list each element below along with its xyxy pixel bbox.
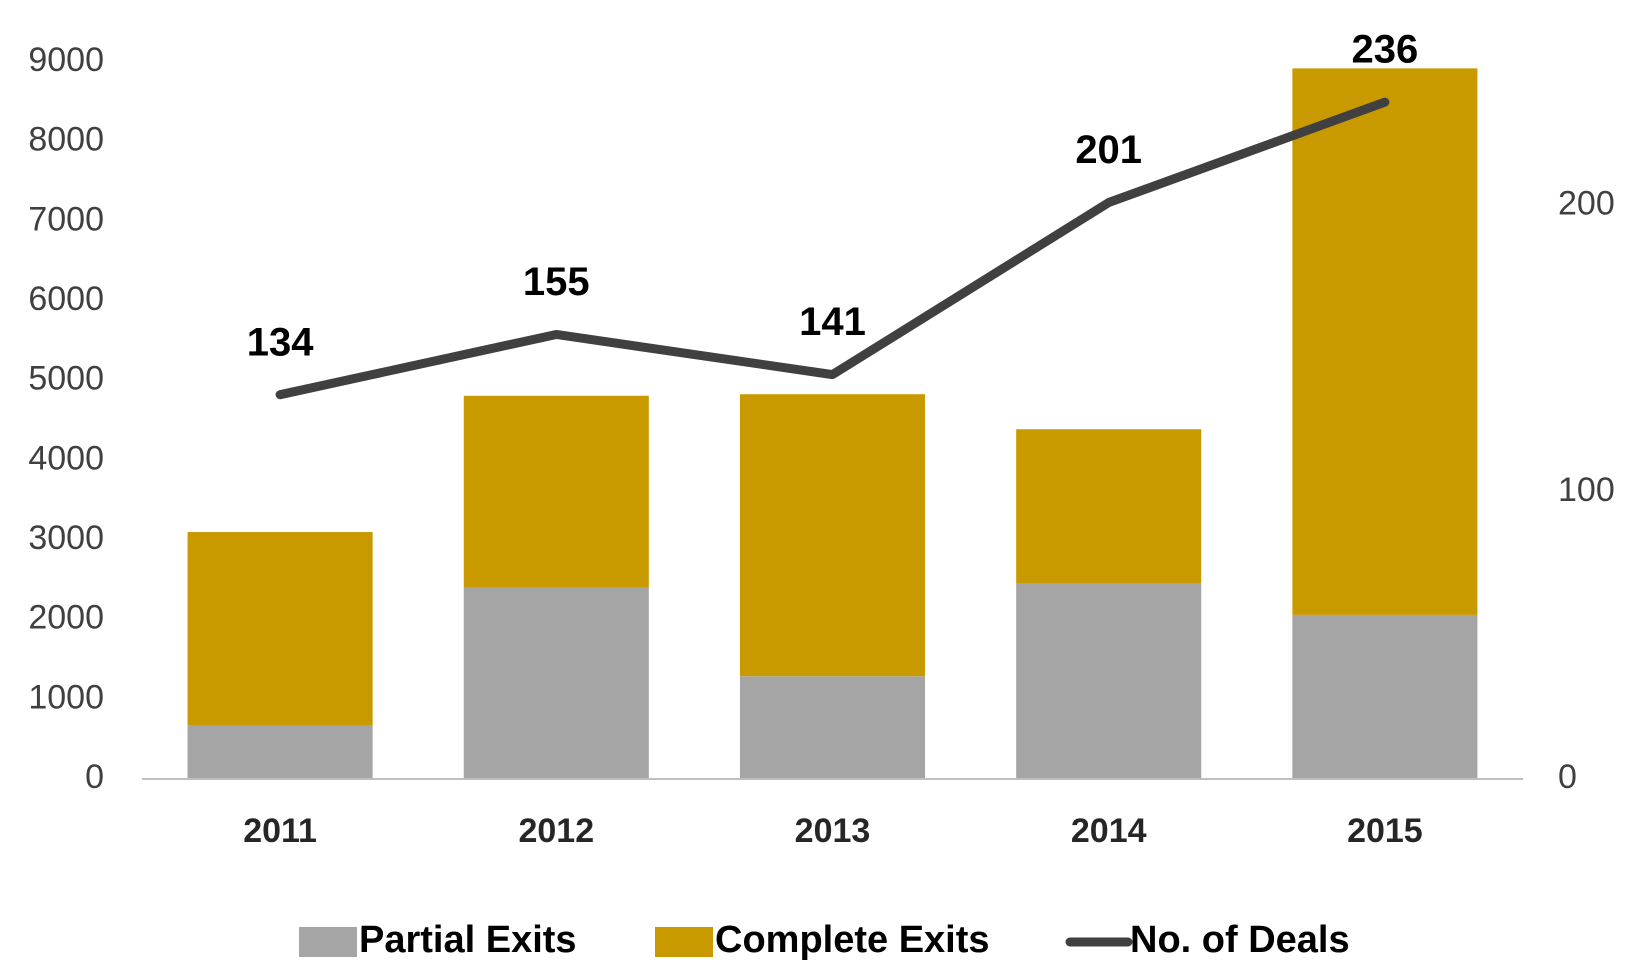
bar-segment [739,394,926,677]
legend-label: Partial Exits [359,919,577,961]
y-tick-label: 8000 [28,121,104,159]
x-tick-label: 2015 [1347,812,1423,850]
data-label: 155 [523,260,590,304]
y2-tick-label: 200 [1558,184,1615,222]
bar-segment [739,676,926,779]
line-series [275,97,1390,400]
data-label: 134 [247,320,314,364]
y-tick-label: 4000 [28,439,104,477]
legend-symbol [299,927,357,957]
y-tick-label: 3000 [28,519,104,557]
bar-segment [1016,429,1202,584]
legend-label: No. of Deals [1130,919,1350,961]
data-label: 141 [799,300,866,344]
y-tick-label: 1000 [28,678,104,716]
bar-segment [1292,614,1478,779]
bar-segment [1292,68,1478,615]
data-label: 236 [1352,28,1419,72]
y-tick-label: 7000 [28,200,104,238]
x-tick-label: 2013 [795,812,871,850]
y-tick-label: 0 [85,758,104,796]
x-tick-label: 2014 [1071,812,1147,850]
bar-segment [187,532,373,726]
bar-segment [463,587,649,779]
y-tick-label: 6000 [28,280,104,318]
y2-tick-label: 100 [1558,471,1615,509]
x-tick-label: 2011 [243,812,317,850]
legend-symbol [655,927,713,957]
bar-segment [187,725,373,779]
bar-segment [1016,583,1202,779]
x-tick-label: 2012 [518,812,594,850]
legend-label: Complete Exits [715,919,990,961]
y2-tick-label: 0 [1558,758,1577,796]
bar-segment [463,395,649,588]
data-label: 201 [1075,128,1142,172]
y-tick-label: 9000 [28,41,104,79]
y-tick-label: 5000 [28,360,104,398]
y-tick-label: 2000 [28,599,104,637]
